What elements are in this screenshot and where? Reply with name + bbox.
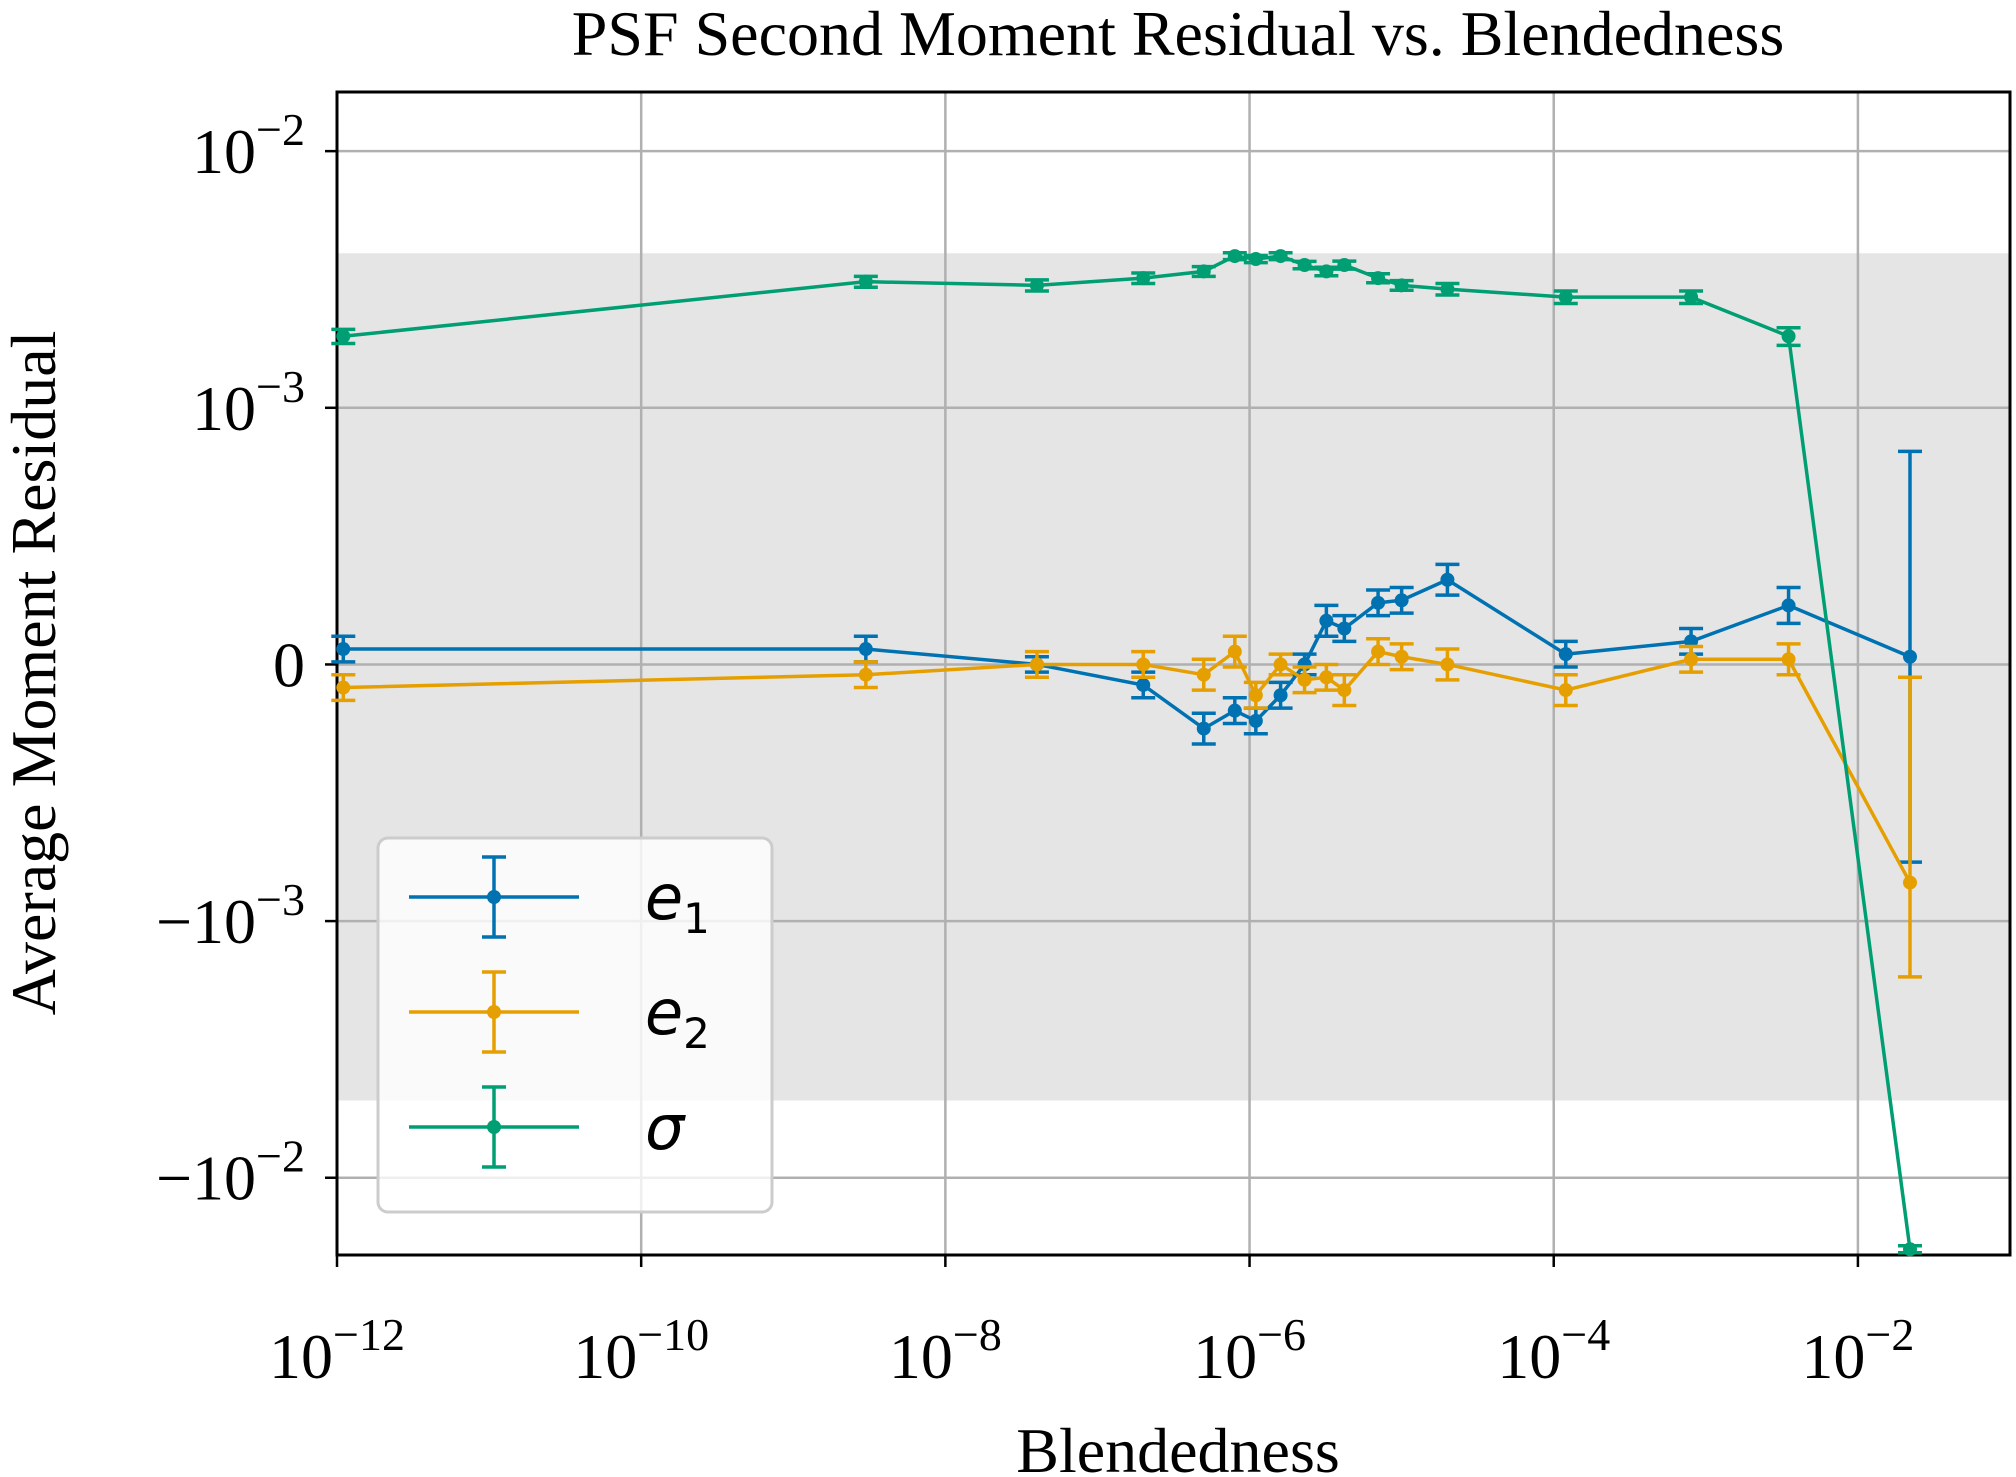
- data-point: [1196, 721, 1211, 736]
- data-point: [1319, 613, 1334, 628]
- data-point: [336, 680, 351, 695]
- data-point: [1227, 703, 1242, 718]
- series-layer: [331, 249, 1922, 1257]
- data-point: [1319, 670, 1334, 685]
- grid-layer: [335, 92, 2010, 1255]
- series-3: [331, 249, 1922, 1257]
- data-point: [1781, 329, 1796, 344]
- legend: e1 e2 σ: [376, 836, 774, 1214]
- x-axis-label: Blendedness: [1016, 1415, 1340, 1477]
- x-tick-label: 10−10: [573, 1309, 709, 1392]
- data-point: [1273, 688, 1288, 703]
- data-point: [1902, 1242, 1917, 1257]
- y-tick-label: 10−3: [192, 361, 305, 444]
- data-point: [1394, 649, 1409, 664]
- data-point: [336, 329, 351, 344]
- data-point: [1337, 258, 1352, 273]
- data-point: [1227, 249, 1242, 264]
- data-point: [1337, 683, 1352, 698]
- data-point: [336, 642, 351, 657]
- data-point: [858, 667, 873, 682]
- y-tick-label: 0: [273, 629, 305, 700]
- data-point: [1684, 652, 1699, 667]
- data-point: [1558, 683, 1573, 698]
- legend-entry: e1: [409, 855, 710, 943]
- data-point: [1273, 249, 1288, 264]
- series-2: [331, 634, 1922, 979]
- data-point: [1558, 290, 1573, 305]
- y-axis-label: Average Moment Residual: [0, 331, 69, 1016]
- data-point: [1029, 278, 1044, 293]
- data-point: [1394, 278, 1409, 293]
- legend-marker: [487, 1120, 501, 1134]
- data-point: [1558, 647, 1573, 662]
- legend-box: [376, 836, 774, 1214]
- data-point: [1297, 258, 1312, 273]
- legend-entry: σ: [409, 1085, 686, 1169]
- data-point: [1394, 593, 1409, 608]
- legend-marker: [487, 890, 501, 904]
- legend-label: σ: [645, 1091, 686, 1164]
- data-point: [1297, 672, 1312, 687]
- x-tick-label: 10−4: [1497, 1309, 1610, 1392]
- y-tick-label: 10−2: [192, 104, 305, 187]
- data-point: [1440, 282, 1455, 297]
- data-point: [1136, 677, 1151, 692]
- legend-entries: e1 e2 σ: [409, 855, 710, 1169]
- chart-title: PSF Second Moment Residual vs. Blendedne…: [572, 0, 1784, 69]
- data-point: [1440, 572, 1455, 587]
- data-point: [1196, 264, 1211, 279]
- data-point: [1227, 644, 1242, 659]
- data-point: [1371, 271, 1386, 286]
- series-line: [343, 577, 1911, 731]
- data-point: [1371, 595, 1386, 610]
- data-point: [858, 642, 873, 657]
- data-point: [858, 274, 873, 289]
- data-point: [1781, 598, 1796, 613]
- data-point: [1902, 649, 1917, 664]
- series-line: [343, 648, 1912, 884]
- tick-layer: 10−12 10−10 10−8 10−6 10−4 10−2 10−2 10−3 0 −10−3…: [156, 104, 1914, 1392]
- data-point: [1684, 290, 1699, 305]
- data-point: [1781, 652, 1796, 667]
- y-tick-label: −10−2: [156, 1131, 305, 1214]
- data-point: [1029, 657, 1044, 672]
- data-point: [1248, 713, 1263, 728]
- data-point: [1136, 657, 1151, 672]
- legend-entry: e2: [409, 970, 710, 1058]
- y-tick-label: −10−3: [156, 874, 305, 957]
- legend-marker: [487, 1005, 501, 1019]
- data-point: [1319, 264, 1334, 279]
- data-point: [1273, 657, 1288, 672]
- data-point: [1371, 644, 1386, 659]
- x-tick-label: 10−8: [889, 1309, 1002, 1392]
- legend-label: e2: [645, 976, 710, 1058]
- x-tick-label: 10−12: [269, 1309, 405, 1392]
- x-tick-label: 10−6: [1193, 1309, 1306, 1392]
- legend-label: e1: [645, 861, 710, 943]
- data-point: [1902, 875, 1917, 890]
- data-point: [1196, 667, 1211, 682]
- data-point: [1136, 271, 1151, 286]
- data-point: [1337, 621, 1352, 636]
- data-point: [1248, 688, 1263, 703]
- x-tick-label: 10−2: [1801, 1309, 1914, 1392]
- data-point: [1248, 251, 1263, 266]
- data-point: [1440, 657, 1455, 672]
